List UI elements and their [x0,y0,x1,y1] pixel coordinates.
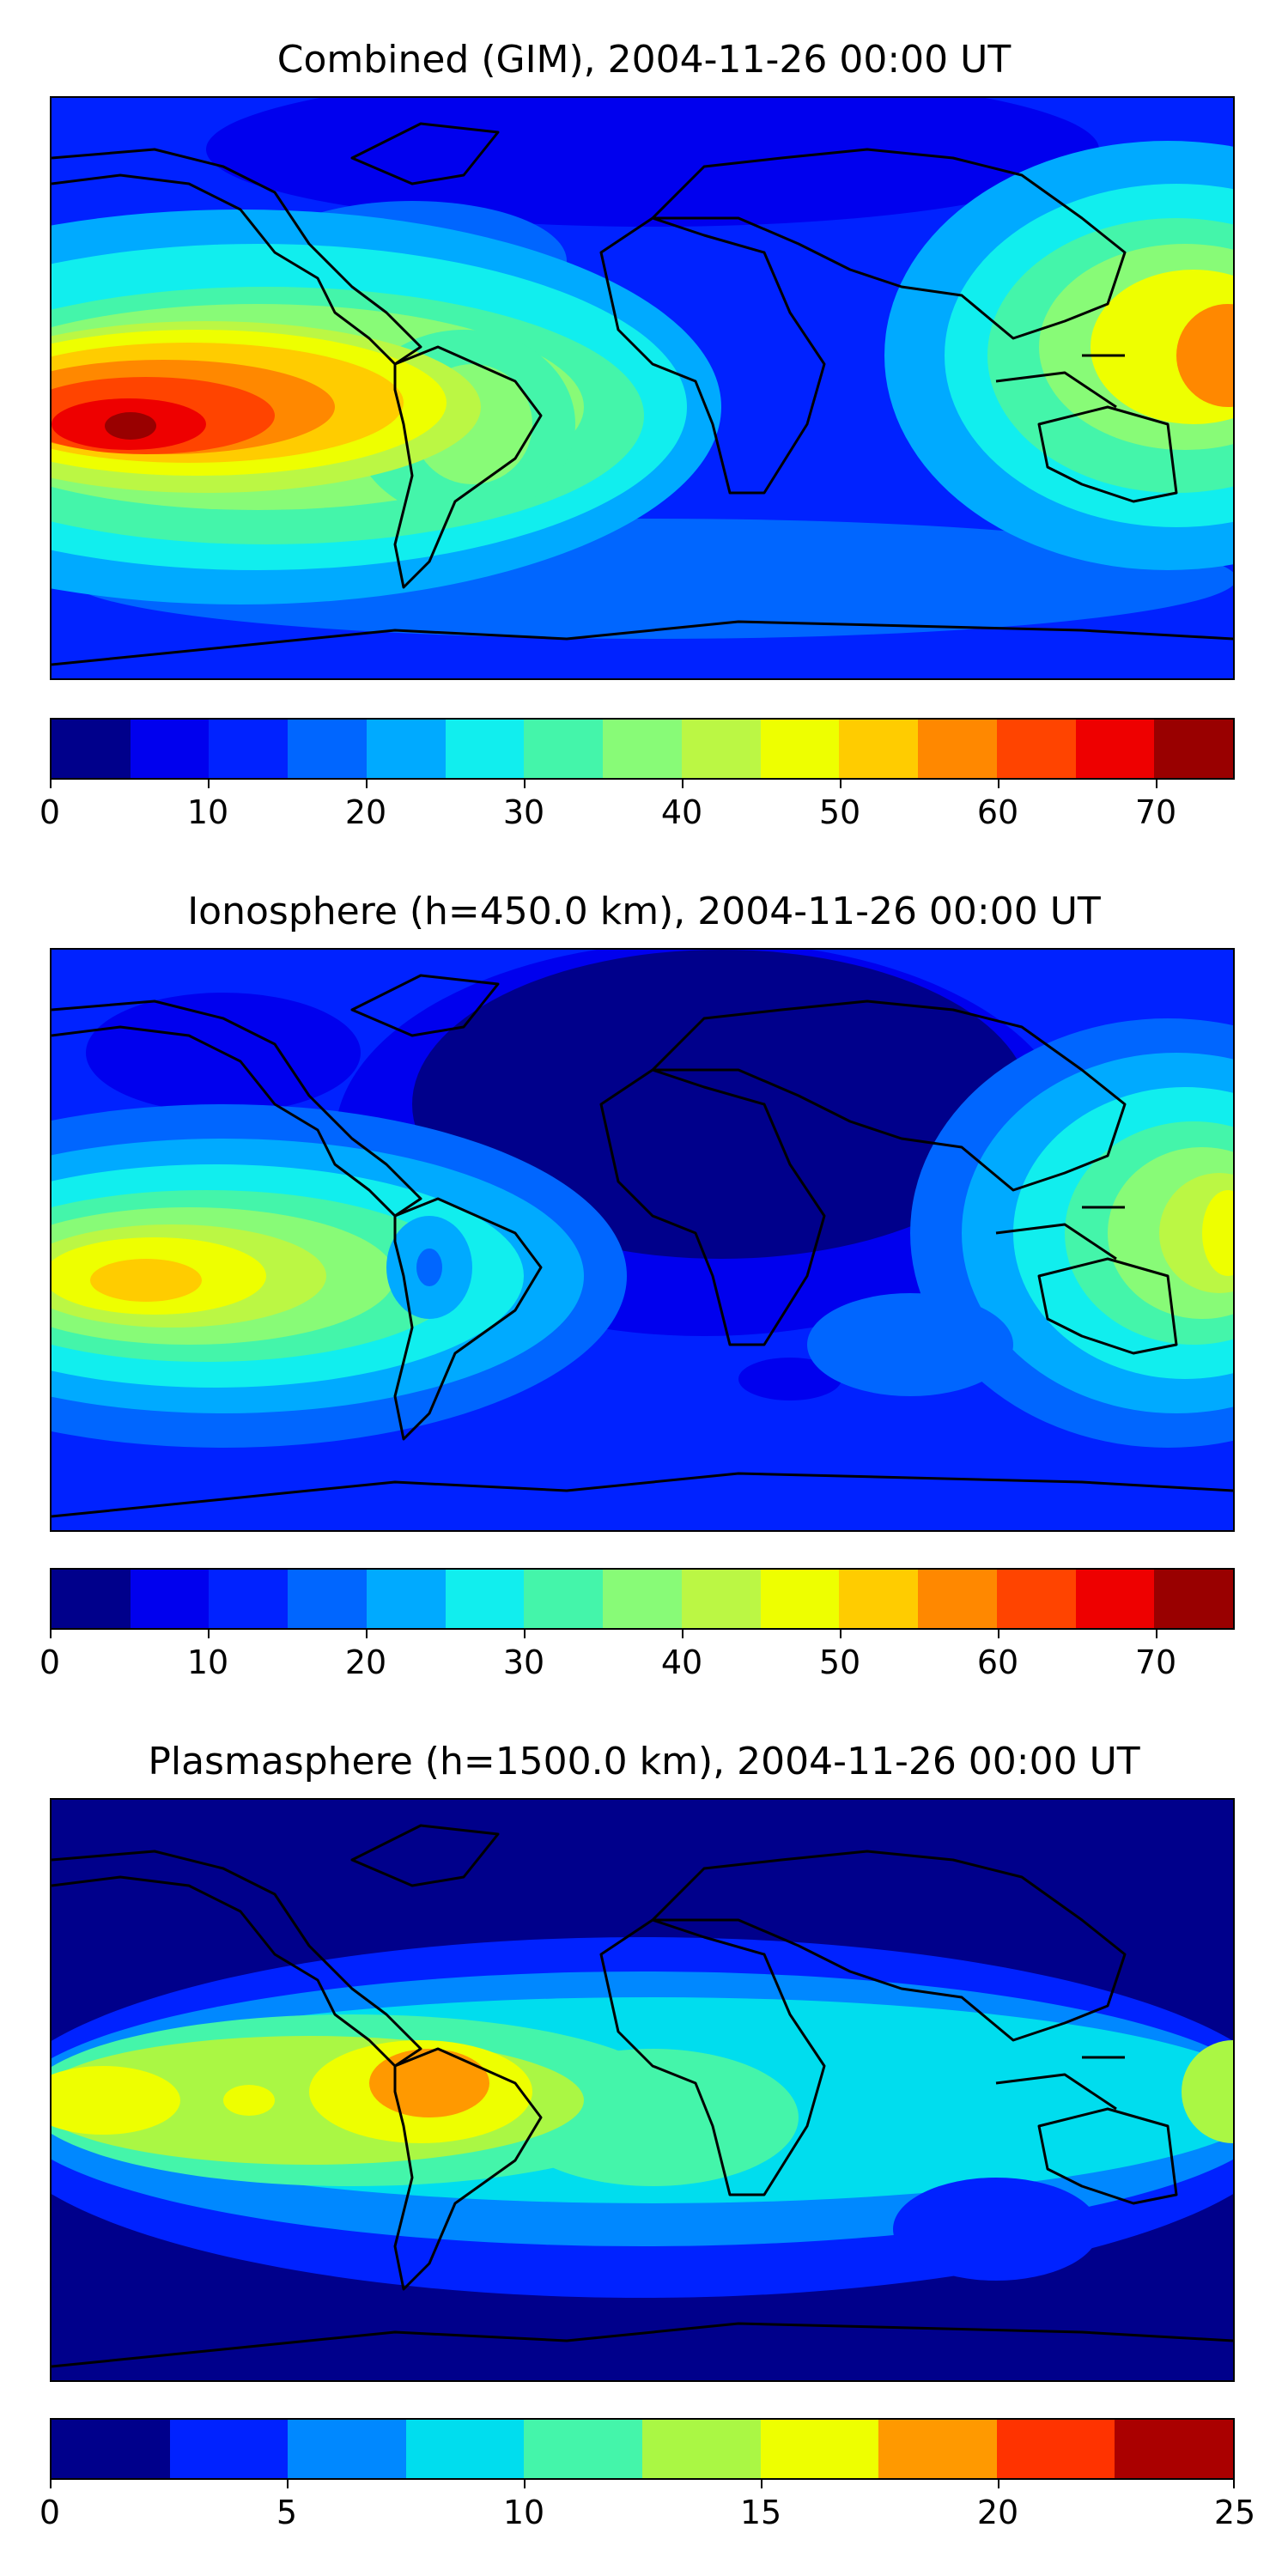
colorbar-segment [918,720,997,778]
plasmasphere-colorbar [50,2418,1235,2480]
colorbar-segment [405,2420,525,2478]
colorbar-tick-label: 70 [1134,793,1177,831]
colorbar-segment [1075,720,1155,778]
colorbar-tick-label: 15 [739,2494,782,2531]
colorbar-tick-label: 25 [1213,2494,1256,2531]
panel-3-title: Plasmasphere (h=1500.0 km), 2004-11-26 0… [148,1740,1140,1783]
colorbar-tick [208,1628,210,1638]
colorbar-tick [50,778,52,788]
colorbar-segment [681,1570,761,1628]
colorbar-segment [524,1570,604,1628]
colorbar-segment [288,720,367,778]
panel-2-title: Ionosphere (h=450.0 km), 2004-11-26 00:0… [187,890,1101,933]
colorbar-tick [524,1628,526,1638]
colorbar-tick [287,2478,289,2488]
colorbar-tick [50,2478,52,2488]
colorbar-tick [524,2478,526,2488]
colorbar-tick [682,778,683,788]
colorbar-segment [52,1570,131,1628]
colorbar-segment [918,1570,997,1628]
colorbar-tick [761,2478,762,2488]
colorbar-segment [603,720,682,778]
colorbar-segment [839,1570,919,1628]
ionosphere-tec-map [50,948,1235,1532]
colorbar-tick [208,778,210,788]
colorbar-tick-label: 10 [502,2494,545,2531]
colorbar-tick-label: 40 [660,1643,703,1681]
colorbar-segment [1115,2420,1233,2478]
colorbar-segment [209,720,289,778]
colorbar-tick [840,778,841,788]
colorbar-tick [1233,2478,1235,2488]
colorbar-tick-label: 50 [818,1643,861,1681]
colorbar-segment [130,1570,210,1628]
colorbar-segment [52,720,131,778]
colorbar-segment [130,720,210,778]
colorbar-tick-label: 20 [344,793,387,831]
colorbar-segment [603,1570,682,1628]
colorbar-segment [524,2420,642,2478]
colorbar-tick-label: 40 [660,793,703,831]
colorbar-segment [288,1570,367,1628]
colorbar-segment [445,1570,525,1628]
colorbar-segment [839,720,919,778]
colorbar-tick-label: 70 [1134,1643,1177,1681]
colorbar-tick-label: 20 [976,2494,1019,2531]
colorbar-segment [760,2420,879,2478]
colorbar-segment [445,720,525,778]
colorbar-segment [681,720,761,778]
colorbar-tick-label: 30 [502,793,545,831]
colorbar-tick [1156,778,1157,788]
colorbar-segment [878,2420,997,2478]
plasmasphere-colorbar-ticks: 0 5 10 15 20 25 [39,2478,1255,2531]
colorbar-tick [682,1628,683,1638]
colorbar-tick [524,778,526,788]
combined-colorbar [50,718,1235,780]
colorbar-segment [52,2420,170,2478]
colorbar-tick [1156,1628,1157,1638]
colorbar-tick-label: 10 [186,1643,229,1681]
colorbar-segment [1154,720,1234,778]
colorbar-tick-label: 10 [186,793,229,831]
colorbar-segment [366,720,446,778]
colorbar-tick [998,2478,999,2488]
colorbar-tick [366,778,368,788]
colorbar-tick [366,1628,368,1638]
colorbar-tick-label: 30 [502,1643,545,1681]
colorbar-tick-label: 0 [39,2494,61,2531]
colorbar-tick-label: 50 [818,793,861,831]
colorbar-tick-label: 60 [976,793,1019,831]
plasmasphere-tec-map [50,1798,1235,2382]
colorbar-tick [998,1628,999,1638]
colorbar-tick-label: 20 [344,1643,387,1681]
colorbar-segment [641,2420,761,2478]
colorbar-tick-label: 0 [39,793,61,831]
colorbar-segment [996,720,1076,778]
colorbar-segment [366,1570,446,1628]
combined-colorbar-ticks: 0 10 20 30 40 50 60 70 [39,778,1235,831]
colorbar-segment [760,1570,840,1628]
combined-tec-map [50,96,1235,680]
colorbar-segment [1075,1570,1155,1628]
colorbar-segment [524,720,604,778]
colorbar-segment [1154,1570,1234,1628]
colorbar-segment [288,2420,406,2478]
colorbar-tick-label: 0 [39,1643,61,1681]
colorbar-segment [996,1570,1076,1628]
colorbar-segment [760,720,840,778]
colorbar-tick [50,1628,52,1638]
colorbar-tick [998,778,999,788]
ionosphere-colorbar-ticks: 0 10 20 30 40 50 60 70 [39,1628,1235,1681]
panel-1-title: Combined (GIM), 2004-11-26 00:00 UT [276,38,1012,82]
colorbar-tick-label: 60 [976,1643,1019,1681]
colorbar-segment [209,1570,289,1628]
colorbar-segment [169,2420,289,2478]
ionosphere-colorbar [50,1568,1235,1630]
colorbar-tick-label: 5 [276,2494,298,2531]
colorbar-tick [840,1628,841,1638]
colorbar-segment [996,2420,1115,2478]
